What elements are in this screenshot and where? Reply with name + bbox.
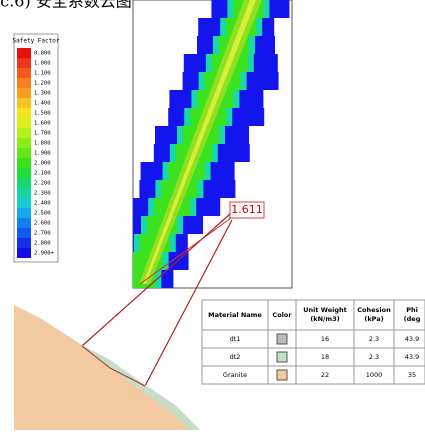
legend-label: 2.500 (34, 211, 51, 217)
legend-swatch (17, 248, 31, 258)
legend-swatch (17, 208, 31, 218)
legend-swatch (17, 228, 31, 238)
legend-label: 1.900 (34, 151, 51, 157)
cell-swatch (277, 352, 287, 362)
legend-swatch (17, 188, 31, 198)
legend-swatch (17, 168, 31, 178)
legend-swatch (17, 198, 31, 208)
legend-swatch (17, 118, 31, 128)
cell-weight: 16 (321, 335, 329, 343)
legend-swatch (17, 98, 31, 108)
legend-label: 2.000 (34, 161, 51, 167)
cell-cohesion: 2.3 (369, 353, 379, 361)
legend-title: Safety Factor (13, 38, 60, 45)
legend-swatch (17, 68, 31, 78)
legend-swatch (17, 238, 31, 248)
cell-name: dt1 (230, 335, 241, 343)
table-header: Material Name (208, 311, 262, 319)
legend-label: 1.300 (34, 91, 51, 97)
legend-swatch (17, 48, 31, 58)
legend-swatch (17, 108, 31, 118)
table-header: Color (272, 311, 292, 319)
legend-label: 1.000 (34, 61, 51, 67)
cell-swatch (277, 334, 287, 344)
cell-cohesion: 2.3 (369, 335, 379, 343)
cell-cohesion: 1000 (366, 371, 383, 379)
legend-swatch (17, 128, 31, 138)
legend-label: 2.900+ (34, 251, 55, 257)
cell-phi: 43.9 (405, 353, 419, 361)
legend-label: 1.100 (34, 71, 51, 77)
cell-name: Granite (223, 371, 247, 379)
legend-label: 1.400 (34, 101, 51, 107)
cell-swatch (277, 370, 287, 380)
cell-weight: 18 (321, 353, 329, 361)
legend-swatch (17, 158, 31, 168)
legend-label: 2.200 (34, 181, 51, 187)
cell-weight: 22 (321, 371, 329, 379)
legend-label: 1.200 (34, 81, 51, 87)
legend-swatch (17, 138, 31, 148)
legend-label: 1.800 (34, 141, 51, 147)
cell-phi: 43.9 (405, 335, 419, 343)
legend-swatch (17, 148, 31, 158)
critical-label: 1.611 (231, 203, 263, 216)
legend-label: 2.600 (34, 221, 51, 227)
legend-label: 0.800 (34, 51, 51, 57)
legend-swatch (17, 78, 31, 88)
legend-label: 1.700 (34, 131, 51, 137)
legend-label: 2.100 (34, 171, 51, 177)
legend-swatch (17, 218, 31, 228)
legend-label: 1.500 (34, 111, 51, 117)
cell-phi: 35 (408, 371, 416, 379)
legend-swatch (17, 58, 31, 68)
legend-label: 2.800 (34, 241, 51, 247)
figure: (c.6) 安全系数云图、滑面局部放大 Safety Factor 0.8001… (0, 0, 425, 430)
legend-label: 2.400 (34, 201, 51, 207)
legend-swatch (17, 178, 31, 188)
legend-label: 1.600 (34, 121, 51, 127)
legend-swatch (17, 88, 31, 98)
legend-label: 2.300 (34, 191, 51, 197)
legend-label: 2.700 (34, 231, 51, 237)
cell-name: dt2 (230, 353, 241, 361)
